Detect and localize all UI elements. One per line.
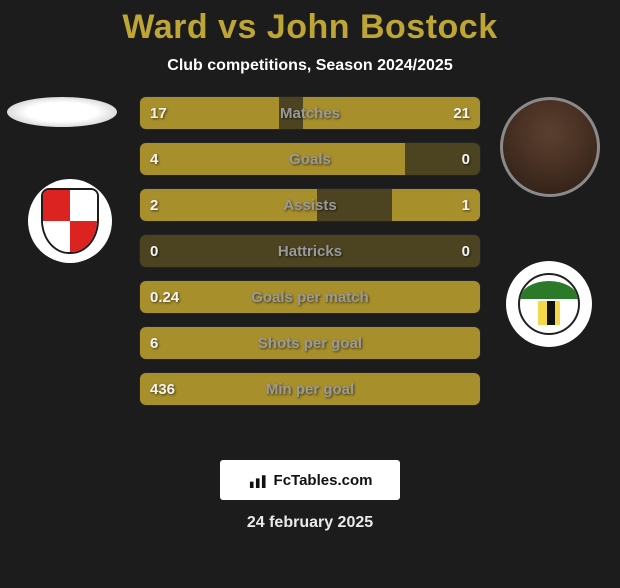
stat-row: Goals per match0.24 [140,281,480,313]
stat-row: Assists2 1 [140,189,480,221]
brand-text: FcTables.com [274,472,373,489]
stat-row: Min per goal436 [140,373,480,405]
stat-value-right [460,373,480,405]
stat-label: Goals per match [140,281,480,313]
stat-value-left: 2 [140,189,168,221]
player-left-avatar [7,97,117,127]
stat-label: Assists [140,189,480,221]
crest-icon [518,273,580,335]
stat-value-left: 436 [140,373,185,405]
stat-row: Hattricks0 0 [140,235,480,267]
stat-value-right [460,327,480,359]
stat-label: Shots per goal [140,327,480,359]
stat-value-right: 21 [443,97,480,129]
stat-row: Shots per goal6 [140,327,480,359]
page-title: Ward vs John Bostock [0,8,620,47]
stat-value-left: 0 [140,235,168,267]
shield-icon [41,188,99,254]
stat-value-left: 4 [140,143,168,175]
stat-value-right: 0 [452,143,480,175]
stat-value-left: 6 [140,327,168,359]
stat-value-right: 1 [452,189,480,221]
footer-date: 24 february 2025 [0,514,620,532]
stat-label: Goals [140,143,480,175]
brand-logo: FcTables.com [220,460,400,500]
bar-chart-icon [248,472,268,488]
page-subtitle: Club competitions, Season 2024/2025 [0,57,620,75]
club-right-badge [506,261,592,347]
stat-label: Min per goal [140,373,480,405]
stat-label: Hattricks [140,235,480,267]
stat-bars: Matches1721Goals40Assists21Hattricks00Go… [140,97,480,419]
club-left-badge [28,179,112,263]
stat-value-left: 17 [140,97,177,129]
stat-label: Matches [140,97,480,129]
stat-row: Matches17 21 [140,97,480,129]
stat-row: Goals4 0 [140,143,480,175]
stat-value-left: 0.24 [140,281,189,313]
stat-value-right: 0 [452,235,480,267]
player-right-avatar [500,97,600,197]
stat-value-right [460,281,480,313]
